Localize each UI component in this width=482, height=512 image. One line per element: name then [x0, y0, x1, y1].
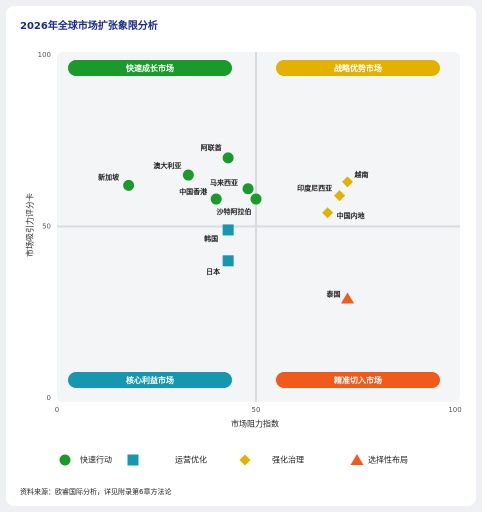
quadrant-label: 战略优势市场	[334, 63, 382, 73]
point-label: 阿联酋	[201, 143, 222, 152]
quadrant-label: 核心利益市场	[126, 375, 174, 385]
x-tick-label: 50	[252, 406, 261, 414]
quadrant-label: 精准切入市场	[334, 375, 382, 385]
quadrant-pill	[68, 372, 232, 388]
point	[342, 176, 354, 188]
point-label: 泰国	[326, 290, 341, 299]
point	[210, 193, 222, 205]
point	[127, 454, 139, 466]
point-label: 印度尼西亚	[297, 184, 332, 193]
legend-label: 选择性布局	[368, 455, 408, 465]
quadrant-label: 快速成长市场	[126, 63, 174, 73]
point	[59, 454, 71, 466]
y-axis-label: 市场吸引力评分卡	[25, 193, 35, 257]
source-note: 资料来源：欧睿国际分析，详见附录第6章方法论	[20, 487, 171, 496]
legend-label: 运营优化	[175, 455, 207, 465]
x-tick-label: 0	[55, 406, 59, 414]
point	[222, 224, 234, 236]
y-tick-label: 50	[42, 223, 51, 231]
y-tick-label: 0	[47, 394, 51, 402]
point-label: 越南	[354, 170, 369, 179]
x-axis-label: 市场阻力指数	[231, 419, 279, 429]
y-tick-label: 100	[38, 51, 51, 59]
point-label: 沙特阿拉伯	[217, 207, 252, 216]
chart-title: 2026年全球市场扩张象限分析	[20, 19, 158, 32]
point	[350, 454, 364, 465]
point	[123, 179, 135, 191]
x-tick-label: 100	[448, 406, 461, 414]
quadrant-pill	[68, 60, 232, 76]
point-label: 中国内地	[337, 211, 365, 220]
point-label: 日本	[206, 267, 220, 276]
point	[242, 183, 254, 195]
quadrant-pill	[276, 372, 440, 388]
point	[341, 292, 355, 304]
point	[322, 207, 334, 219]
point	[239, 454, 251, 466]
point	[182, 169, 194, 181]
point-label: 马来西亚	[210, 178, 238, 187]
point-label: 中国香港	[179, 187, 208, 196]
legend-label: 快速行动	[80, 455, 112, 465]
point-label: 韩国	[204, 234, 218, 243]
point	[222, 152, 234, 164]
point	[334, 190, 346, 202]
legend-label: 强化治理	[272, 455, 304, 465]
point	[222, 255, 234, 267]
point-label: 澳大利亚	[153, 161, 181, 170]
point-label: 新加坡	[98, 172, 120, 181]
quadrant-pill	[276, 60, 440, 76]
point	[250, 193, 262, 205]
